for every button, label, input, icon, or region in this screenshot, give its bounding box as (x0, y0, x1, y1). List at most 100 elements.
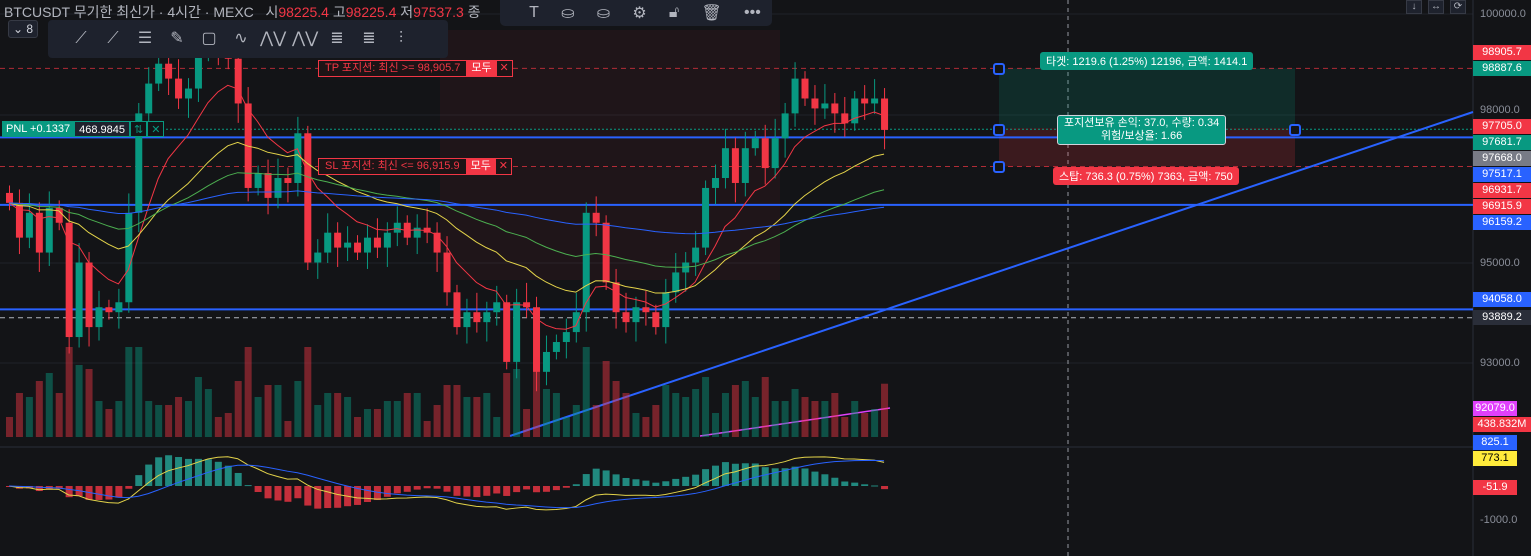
volume-bar (622, 393, 630, 437)
volume-bar (75, 365, 83, 437)
volume-bar (453, 385, 461, 437)
candle (493, 302, 501, 313)
close-position-button[interactable]: ✕ (147, 121, 165, 137)
reverse-button[interactable]: ⇅ (130, 121, 148, 137)
price-axis-label: 97705.0 (1473, 119, 1531, 134)
long-position-icon[interactable]: ⫶ (398, 30, 403, 47)
fill-color-icon[interactable]: ⛀ (561, 5, 575, 22)
volume-bar (165, 405, 173, 437)
tp-order[interactable]: TP 포지션: 최신 >= 98,905.7 모두 ✕ (318, 60, 513, 77)
volume-bar (861, 413, 869, 437)
volume-bar (721, 393, 729, 437)
volume-bar (552, 393, 560, 437)
candle (334, 232, 342, 248)
position-pnl[interactable]: PNL +0.1337 468.9845 ⇅ ✕ (2, 121, 165, 137)
drag-handle[interactable] (993, 124, 1005, 136)
delete-icon[interactable]: 🗑︎ (701, 5, 722, 22)
volume-bar (612, 381, 620, 437)
macd-histogram-bar (562, 486, 570, 488)
macd-histogram-bar (264, 486, 272, 499)
candle (692, 247, 700, 263)
collapse-indicators-button[interactable]: ⌄ 8 (8, 20, 38, 38)
macd-line (8, 456, 885, 511)
macd-histogram-bar (523, 486, 531, 490)
fib-retracement-icon[interactable]: ≣ (330, 30, 344, 47)
trend-line-icon[interactable]: ⟋ (75, 30, 87, 47)
sl-close-button[interactable]: ✕ (494, 158, 512, 175)
macd-histogram-bar (254, 486, 262, 493)
drag-handle[interactable] (1289, 124, 1301, 136)
volume-ma-line (699, 407, 891, 437)
macd-histogram-bar (35, 486, 43, 492)
price-axis-label: 97681.7 (1473, 135, 1531, 150)
path-icon[interactable]: ∿ (234, 30, 248, 47)
more-icon[interactable]: ••• (744, 4, 761, 21)
volume-bar (284, 421, 292, 437)
macd-histogram-bar (712, 465, 720, 486)
volume-bar (214, 417, 222, 437)
xabcd-ac-icon[interactable]: ⋀⋁ (292, 30, 319, 47)
refresh-button[interactable]: ⟳ (1450, 0, 1466, 14)
volume-bar (652, 405, 660, 437)
parallel-channel-icon[interactable]: ☰ (137, 30, 153, 47)
candle (523, 302, 531, 308)
price-axis-label: 96931.7 (1473, 183, 1531, 198)
drag-handle[interactable] (993, 161, 1005, 173)
sl-order[interactable]: SL 포지션: 최신 <= 96,915.9 모두 ✕ (318, 158, 512, 175)
macd-histogram-bar (503, 486, 511, 496)
macd-histogram-bar (801, 468, 809, 486)
price-axis-label: 94058.0 (1473, 292, 1531, 307)
candle (55, 207, 63, 223)
candle (811, 98, 819, 109)
unlock-icon[interactable]: 🔓︎ (668, 4, 680, 21)
volume-bar (642, 417, 650, 437)
volume-bar (692, 389, 700, 437)
tp-all-button[interactable]: 모두 (467, 60, 496, 77)
rectangle-icon[interactable]: ▢ (201, 30, 217, 47)
macd-histogram-bar (771, 468, 779, 486)
macd-histogram-bar (542, 486, 550, 492)
macd-histogram-bar (861, 484, 869, 486)
brush-icon[interactable]: ✎ (170, 30, 184, 47)
macd-histogram-bar (761, 467, 769, 486)
candle (294, 133, 302, 183)
volume-bar (503, 373, 511, 437)
volume-bar (672, 393, 680, 437)
volume-bar (871, 409, 879, 437)
volume-bar (184, 401, 192, 437)
drag-handle[interactable] (993, 63, 1005, 75)
candle (453, 292, 461, 328)
ray-icon[interactable]: ⟋ (107, 30, 119, 47)
volume-bar (741, 381, 749, 437)
xabcd-15-icon[interactable]: ⋀⋁ (260, 30, 287, 47)
line-color-icon[interactable]: ⛀ (596, 5, 611, 22)
fib-extension-icon[interactable]: ≣ (362, 30, 376, 47)
candle (632, 307, 640, 323)
volume-bar (423, 421, 431, 437)
resize-button[interactable]: ↔ (1428, 0, 1444, 14)
ema-slow-line (8, 172, 885, 268)
macd-histogram-bar (194, 458, 202, 486)
macd-histogram-bar (662, 481, 670, 486)
volume-bar (204, 389, 212, 437)
candle (363, 237, 371, 253)
candle (45, 207, 53, 253)
position-info: 포지션보유 손익: 37.0, 수량: 0.34 위험/보상율: 1.66 (1057, 115, 1227, 145)
candle (75, 262, 83, 338)
scroll-down-button[interactable]: ↓ (1406, 0, 1422, 14)
macd-histogram-bar (393, 486, 401, 494)
volume-bar (542, 389, 550, 437)
candle (194, 53, 202, 89)
volume-bar (403, 393, 411, 437)
sl-all-button[interactable]: 모두 (466, 158, 495, 175)
volume-bar (463, 397, 471, 437)
tp-close-button[interactable]: ✕ (495, 60, 513, 77)
candle (35, 212, 43, 253)
volume-bar (373, 409, 381, 437)
text-icon[interactable]: T (529, 4, 539, 21)
settings-icon[interactable]: ⚙ (632, 5, 647, 22)
price-tick: 98000.0 (1480, 104, 1520, 116)
candle (702, 187, 710, 248)
volume-bar (771, 401, 779, 437)
